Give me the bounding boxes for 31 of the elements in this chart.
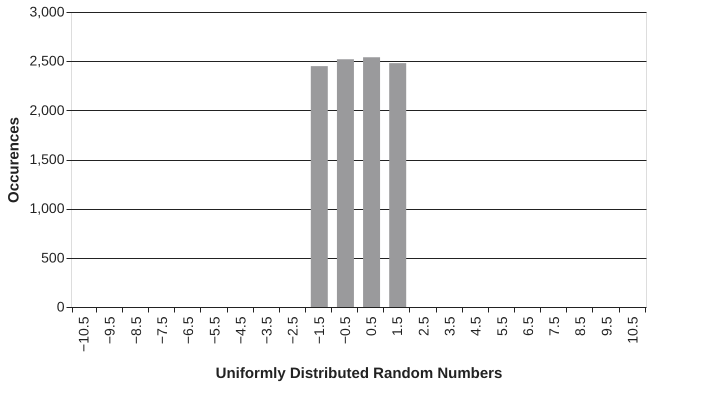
x-tick-label: −3.5 [258, 316, 275, 344]
x-tick-label: −9.5 [102, 316, 118, 344]
x-tick-label: −6.5 [180, 316, 196, 344]
x-tick-label: −5.5 [206, 316, 222, 344]
y-axis-title: Occurences [5, 117, 22, 203]
x-tick-label: −10.5 [76, 316, 92, 352]
x-tick-label: 5.5 [494, 316, 510, 336]
x-tick-label: 3.5 [441, 316, 458, 336]
y-tick-label: 1,500 [29, 151, 65, 167]
x-tick-label: 2.5 [415, 316, 432, 336]
y-tick-label: 0 [56, 298, 65, 314]
x-tick-label: −0.5 [336, 316, 353, 344]
x-axis-title: Uniformly Distributed Random Numbers [216, 364, 502, 382]
x-tick-label: 1.5 [389, 316, 406, 336]
x-tick-label: 10.5 [624, 316, 640, 344]
x-tick-label: 4.5 [468, 316, 484, 336]
y-tick-label: 500 [41, 249, 65, 266]
x-tick-label: −7.5 [154, 316, 170, 344]
x-tick-label: 0.5 [363, 316, 380, 336]
x-tick-label: 9.5 [598, 316, 614, 336]
x-tick-label: 6.5 [520, 316, 536, 336]
y-tick-label: 2,000 [29, 102, 65, 118]
x-tick-label: 8.5 [572, 316, 588, 336]
x-tick-label: 7.5 [546, 316, 562, 336]
y-tick-label: 1,000 [29, 200, 65, 216]
x-tick-label: −1.5 [310, 316, 327, 344]
x-tick-label: −2.5 [284, 316, 301, 344]
x-tick-label: −8.5 [128, 316, 144, 344]
y-tick-label: 2,500 [29, 52, 65, 69]
y-tick-label: 3,000 [29, 4, 65, 20]
x-tick-label: −4.5 [232, 316, 248, 344]
